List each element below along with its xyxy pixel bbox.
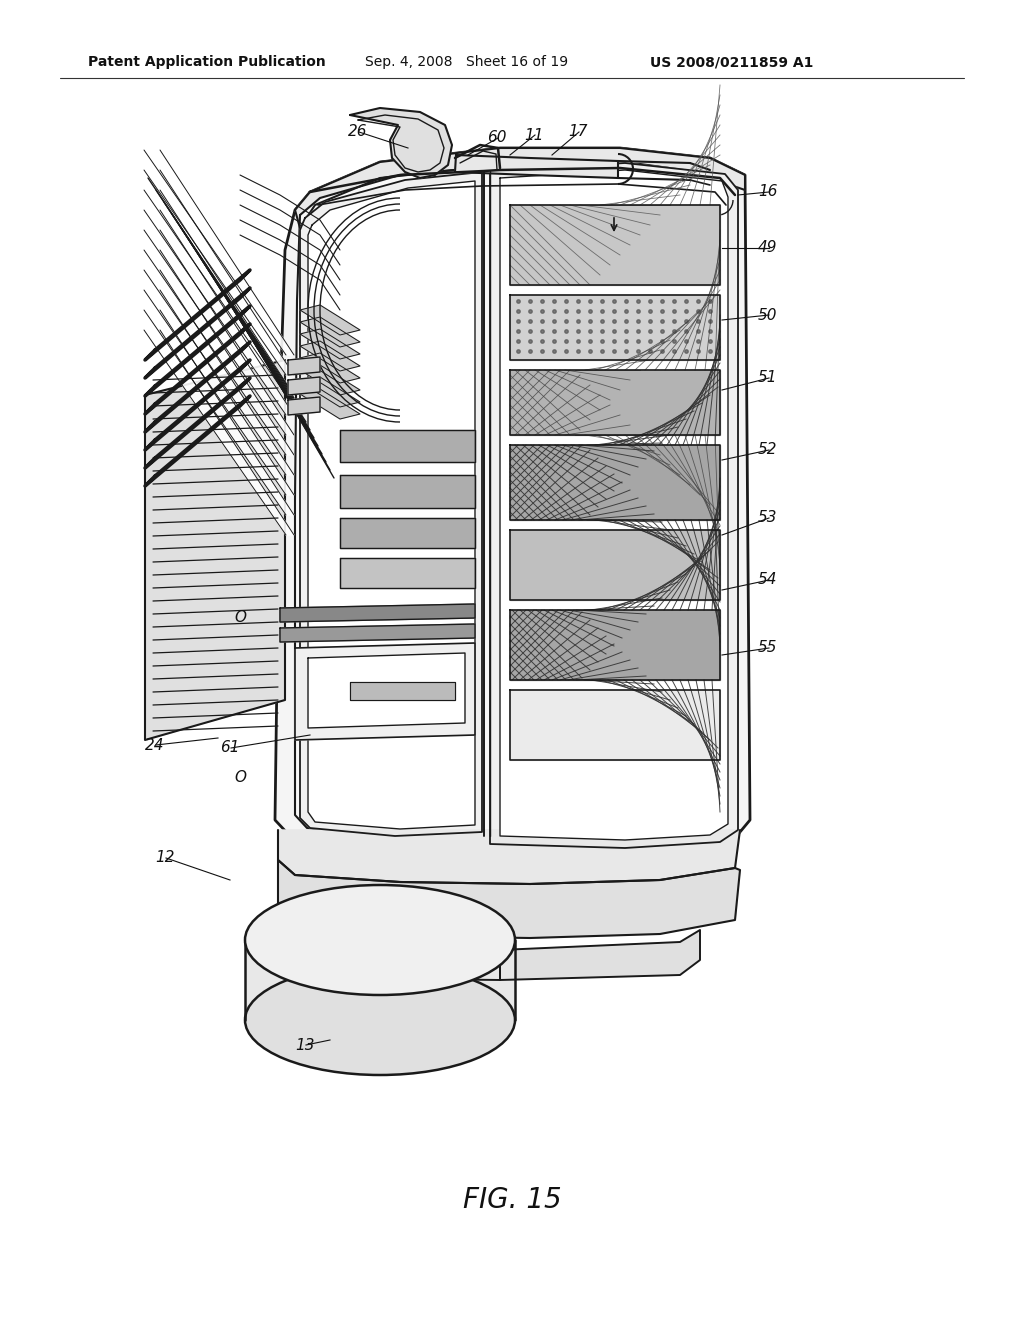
Polygon shape: [300, 329, 360, 359]
Polygon shape: [510, 531, 720, 601]
Text: O: O: [234, 610, 246, 626]
Polygon shape: [510, 205, 720, 285]
Polygon shape: [280, 605, 475, 622]
Polygon shape: [340, 475, 475, 508]
Polygon shape: [288, 356, 319, 375]
Polygon shape: [144, 310, 294, 515]
Text: 13: 13: [295, 1038, 314, 1052]
Polygon shape: [308, 653, 465, 729]
Polygon shape: [308, 181, 475, 829]
Polygon shape: [278, 830, 740, 884]
Text: Patent Application Publication: Patent Application Publication: [88, 55, 326, 69]
Polygon shape: [300, 389, 360, 418]
Polygon shape: [300, 378, 360, 407]
Polygon shape: [350, 108, 452, 178]
Bar: [245, 940, 515, 1020]
Polygon shape: [350, 682, 455, 700]
Text: US 2008/0211859 A1: US 2008/0211859 A1: [650, 55, 813, 69]
Text: 50: 50: [758, 308, 777, 322]
Polygon shape: [275, 148, 750, 851]
Text: Sheet 16 of 19: Sheet 16 of 19: [466, 55, 568, 69]
Text: 11: 11: [524, 128, 544, 143]
Text: O: O: [234, 771, 246, 785]
Text: 61: 61: [220, 741, 240, 755]
Polygon shape: [145, 306, 250, 396]
Text: 16: 16: [758, 185, 777, 199]
Polygon shape: [144, 230, 294, 436]
Polygon shape: [295, 148, 745, 228]
Polygon shape: [340, 517, 475, 548]
Polygon shape: [144, 290, 294, 495]
Polygon shape: [144, 190, 294, 395]
Polygon shape: [300, 352, 360, 383]
Polygon shape: [145, 360, 285, 741]
Polygon shape: [145, 360, 250, 450]
Text: 49: 49: [758, 240, 777, 256]
Text: FIG. 15: FIG. 15: [463, 1185, 561, 1214]
Polygon shape: [278, 861, 740, 939]
Polygon shape: [145, 271, 250, 360]
Polygon shape: [145, 342, 250, 432]
Text: 55: 55: [758, 640, 777, 656]
Polygon shape: [295, 643, 475, 741]
Polygon shape: [288, 378, 319, 395]
Text: 53: 53: [758, 511, 777, 525]
Polygon shape: [340, 430, 475, 462]
Polygon shape: [144, 210, 294, 414]
Polygon shape: [455, 154, 618, 178]
Polygon shape: [144, 150, 294, 355]
Polygon shape: [295, 164, 732, 846]
Text: 26: 26: [348, 124, 368, 140]
Text: 51: 51: [758, 371, 777, 385]
Polygon shape: [510, 610, 720, 680]
Polygon shape: [145, 288, 250, 378]
Text: 12: 12: [155, 850, 174, 866]
Text: 54: 54: [758, 573, 777, 587]
Ellipse shape: [245, 884, 515, 995]
Polygon shape: [510, 445, 720, 520]
Polygon shape: [300, 172, 482, 836]
Polygon shape: [144, 271, 294, 475]
Polygon shape: [500, 931, 700, 979]
Polygon shape: [500, 170, 728, 840]
Polygon shape: [144, 249, 294, 455]
Polygon shape: [300, 305, 360, 335]
Polygon shape: [145, 396, 250, 486]
Polygon shape: [145, 378, 250, 469]
Polygon shape: [300, 317, 360, 347]
Polygon shape: [144, 170, 294, 375]
Polygon shape: [510, 690, 720, 760]
Text: 52: 52: [758, 442, 777, 458]
Polygon shape: [295, 931, 500, 979]
Polygon shape: [510, 370, 720, 436]
Polygon shape: [510, 294, 720, 360]
Text: Sep. 4, 2008: Sep. 4, 2008: [365, 55, 453, 69]
Polygon shape: [300, 366, 360, 395]
Polygon shape: [300, 341, 360, 371]
Polygon shape: [280, 624, 475, 642]
Polygon shape: [340, 558, 475, 587]
Polygon shape: [490, 162, 738, 847]
Text: 60: 60: [487, 131, 507, 145]
Polygon shape: [145, 323, 250, 414]
Text: 24: 24: [145, 738, 165, 752]
Polygon shape: [288, 397, 319, 414]
Polygon shape: [144, 330, 294, 535]
Ellipse shape: [245, 965, 515, 1074]
Text: 17: 17: [568, 124, 588, 140]
